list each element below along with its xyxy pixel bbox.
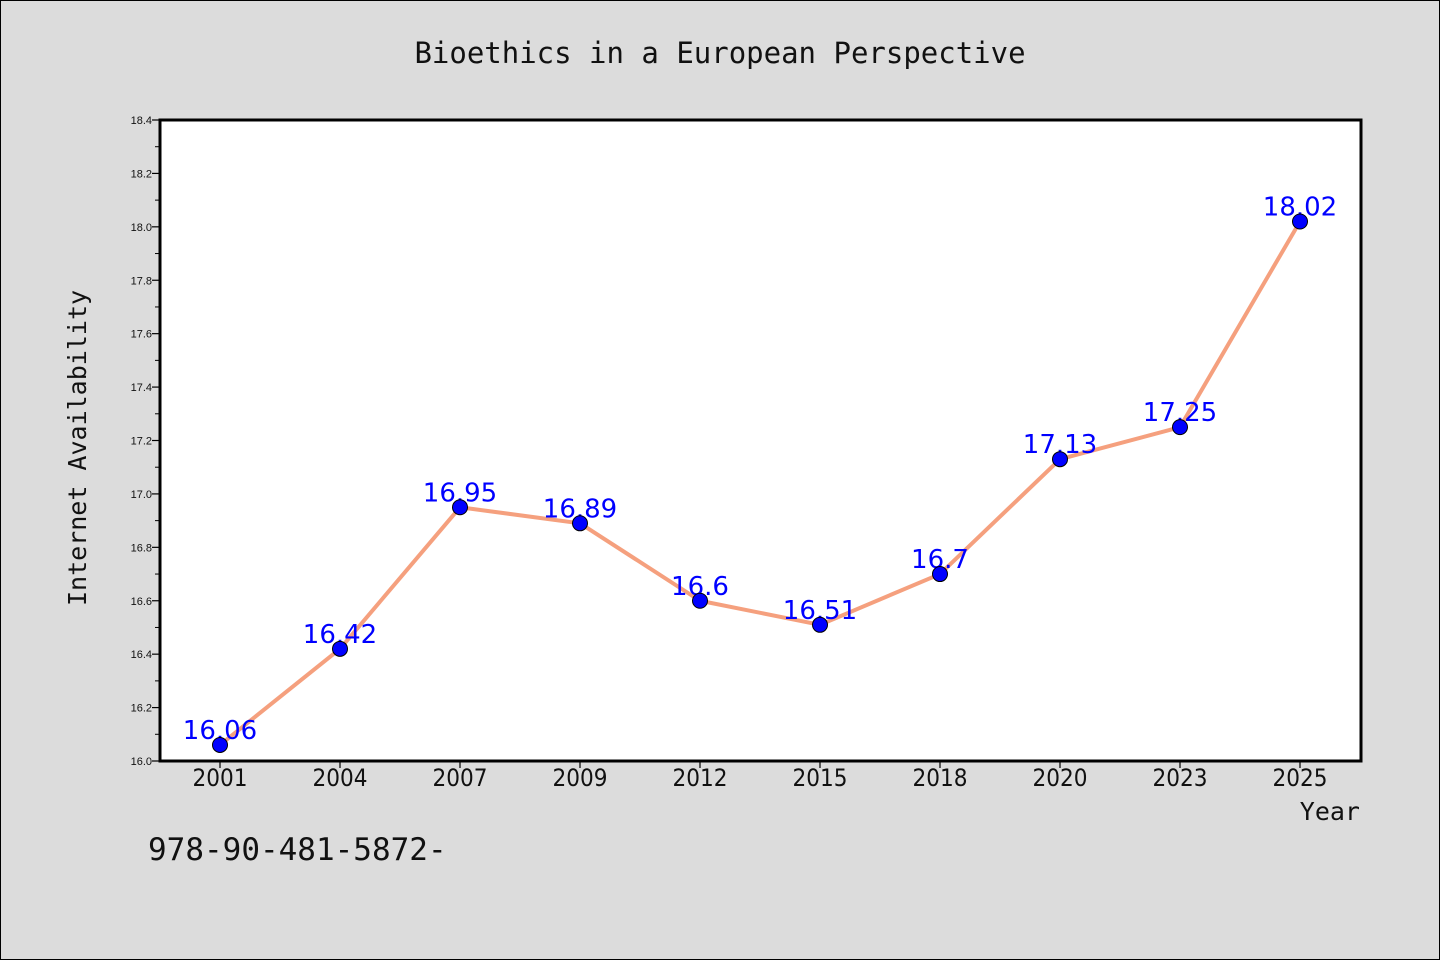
y-tick-label: 16.0 [131, 756, 152, 768]
x-tick-label: 2012 [673, 764, 728, 792]
y-tick-label: 18.4 [131, 115, 152, 127]
series-line [218, 219, 1302, 747]
series-group: 16.0616.4216.9516.8916.616.5116.717.1317… [183, 192, 1337, 753]
plot-area [158, 118, 1363, 763]
y-tick-label: 17.2 [131, 436, 152, 448]
x-tick-label: 2007 [433, 764, 488, 792]
data-point [452, 499, 468, 516]
data-point [932, 566, 948, 583]
data-point [1052, 451, 1068, 468]
data-point [812, 616, 828, 633]
isbn-footer: 978-90-481-5872- [148, 832, 447, 868]
x-tick-label: 2018 [913, 764, 968, 792]
data-point [332, 640, 348, 657]
data-point [1292, 213, 1308, 230]
y-axis: 16.0 16.2 16.4 16.6 16.8 17.0 17.2 17.4 17.6 17.8… [131, 115, 160, 768]
data-point [1172, 419, 1188, 436]
x-axis: 2001 2004 2007 2009 2012 2015 2018 2020 2023 2025 [193, 761, 1328, 792]
y-tick-label: 16.4 [131, 649, 152, 661]
x-axis-label: Year [1300, 797, 1360, 826]
x-tick-label: 2004 [313, 764, 368, 792]
x-tick-label: 2020 [1033, 764, 1088, 792]
data-point [212, 736, 228, 753]
y-tick-label: 16.6 [131, 596, 152, 608]
x-tick-label: 2015 [793, 764, 848, 792]
chart-title: Bioethics in a European Perspective [414, 36, 1025, 70]
y-tick-label: 16.2 [131, 703, 152, 715]
y-tick-label: 18.0 [131, 222, 152, 234]
x-tick-label: 2023 [1153, 764, 1208, 792]
x-tick-label: 2025 [1273, 764, 1328, 792]
data-point [572, 515, 588, 532]
x-tick-label: 2009 [553, 764, 608, 792]
y-tick-label: 16.8 [131, 542, 152, 554]
y-tick-label: 17.0 [131, 489, 152, 501]
y-tick-label: 17.6 [131, 329, 152, 341]
data-point [692, 592, 708, 609]
y-tick-label: 18.2 [131, 168, 152, 180]
y-tick-label: 17.4 [131, 382, 152, 394]
y-axis-label: Internet Availability [63, 290, 92, 606]
y-tick-label: 17.8 [131, 275, 152, 287]
x-tick-label: 2001 [193, 764, 248, 792]
